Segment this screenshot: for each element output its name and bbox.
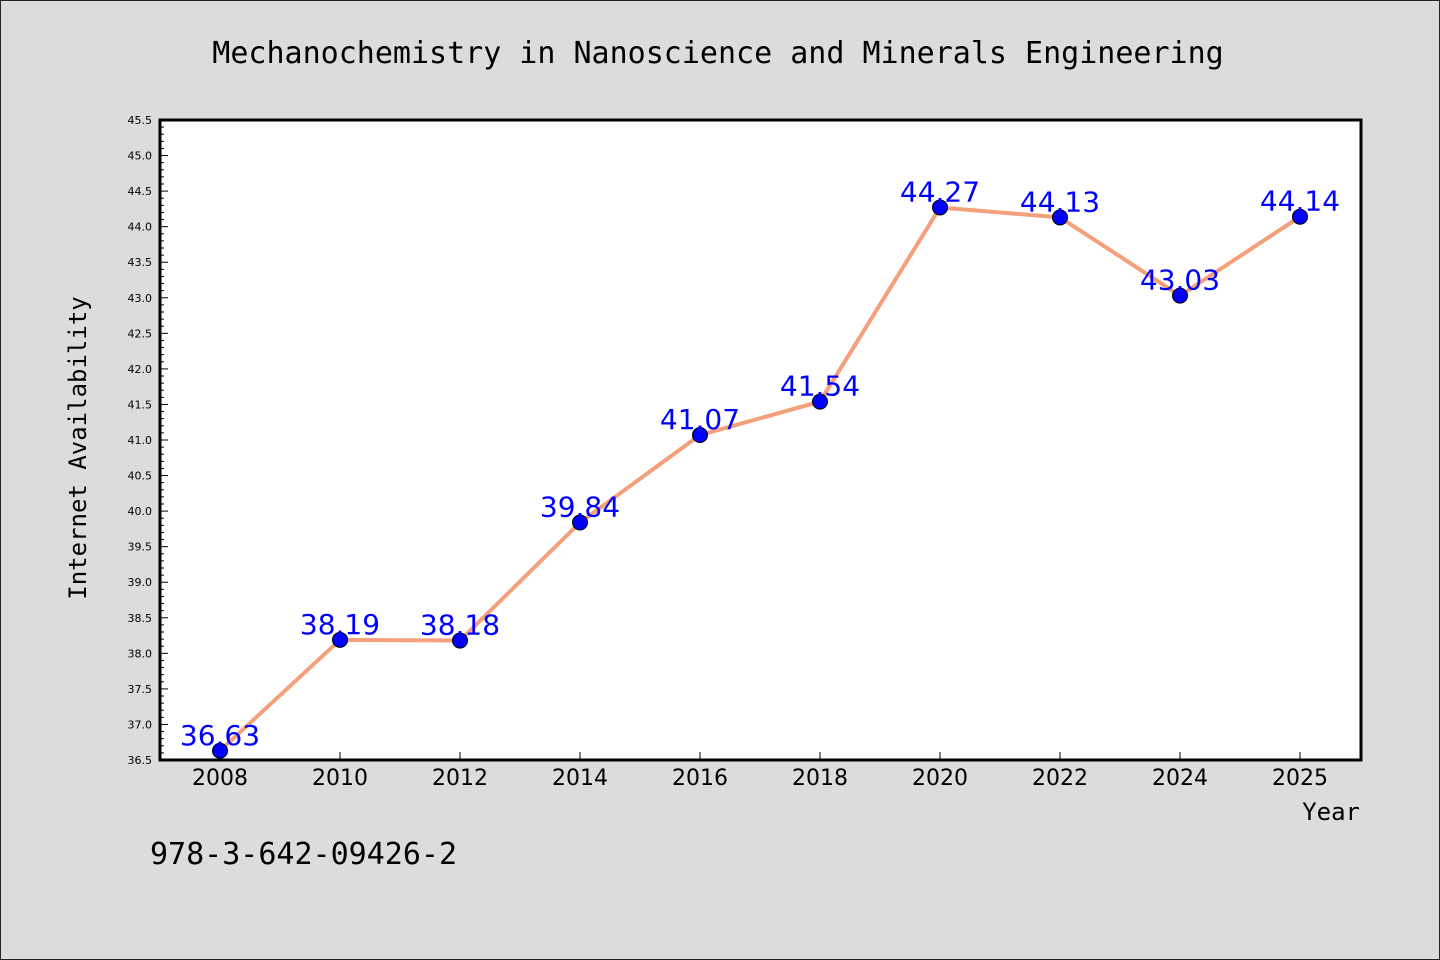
y-axis: 36.5 37.0 37.5 38.0 38.5 39.0 39.5 40.0 40.5 41.0… bbox=[128, 114, 168, 767]
series-polyline bbox=[218, 205, 1302, 753]
y-tick-label: 40.5 bbox=[128, 470, 153, 483]
y-tick-label: 42.5 bbox=[128, 327, 153, 340]
data-label: 43.03 bbox=[1140, 264, 1220, 297]
data-label: 38.18 bbox=[420, 609, 500, 642]
x-tick-label: 2008 bbox=[192, 766, 248, 791]
y-tick-label: 43.0 bbox=[128, 292, 153, 305]
data-label: 44.13 bbox=[1020, 185, 1100, 218]
x-tick-label: 2024 bbox=[1152, 766, 1208, 791]
y-tick-label: 38.0 bbox=[128, 647, 153, 660]
y-tick-label: 44.0 bbox=[128, 221, 153, 234]
data-label: 41.07 bbox=[660, 403, 740, 436]
data-label: 39.84 bbox=[540, 490, 620, 523]
plot-area bbox=[158, 118, 1363, 762]
x-tick-label: 2022 bbox=[1032, 766, 1088, 791]
y-tick-label: 39.5 bbox=[128, 541, 153, 554]
chart-title: Mechanochemistry in Nanoscience and Mine… bbox=[212, 36, 1223, 71]
y-axis-label: Internet Availability bbox=[64, 296, 92, 599]
y-tick-label: 37.0 bbox=[128, 718, 153, 731]
data-label: 44.27 bbox=[900, 175, 980, 208]
x-tick-label: 2018 bbox=[792, 766, 848, 791]
data-point bbox=[692, 427, 708, 444]
y-tick-label: 41.0 bbox=[128, 434, 153, 447]
y-tick-label: 36.5 bbox=[128, 754, 153, 767]
y-tick-label: 40.0 bbox=[128, 505, 153, 518]
data-point bbox=[1052, 209, 1068, 226]
y-tick-label: 39.0 bbox=[128, 576, 153, 589]
data-point bbox=[212, 742, 228, 759]
data-point bbox=[1172, 287, 1188, 304]
x-tick-label: 2020 bbox=[912, 766, 968, 791]
x-tick-label: 2014 bbox=[552, 766, 608, 791]
series-line bbox=[218, 205, 1302, 753]
x-axis: 2008 2010 2012 2014 2016 2018 2020 2022 2024 2025 bbox=[192, 752, 1328, 791]
data-label: 44.14 bbox=[1260, 185, 1340, 218]
data-label: 36.63 bbox=[180, 719, 260, 752]
y-tick-label: 45.5 bbox=[128, 114, 153, 127]
y-tick-label: 43.5 bbox=[128, 256, 153, 269]
x-axis-label: Year bbox=[1302, 798, 1360, 826]
x-tick-label: 2025 bbox=[1272, 766, 1328, 791]
data-point bbox=[932, 199, 948, 216]
data-point bbox=[1292, 208, 1308, 225]
y-tick-label: 38.5 bbox=[128, 612, 153, 625]
y-tick-label: 41.5 bbox=[128, 398, 153, 411]
y-tick-label: 42.0 bbox=[128, 363, 153, 376]
data-point bbox=[812, 393, 828, 410]
y-tick-label: 37.5 bbox=[128, 683, 153, 696]
x-tick-label: 2016 bbox=[672, 766, 728, 791]
data-point bbox=[452, 632, 468, 649]
series-markers bbox=[212, 199, 1308, 759]
data-label: 41.54 bbox=[780, 370, 860, 403]
y-tick-label: 45.0 bbox=[128, 150, 153, 163]
x-tick-label: 2010 bbox=[312, 766, 368, 791]
footer-isbn: 978-3-642-09426-2 bbox=[150, 837, 457, 872]
x-tick-label: 2012 bbox=[432, 766, 488, 791]
data-point bbox=[332, 631, 348, 648]
data-point bbox=[572, 514, 588, 531]
y-tick-label: 44.5 bbox=[128, 185, 153, 198]
data-label: 38.19 bbox=[300, 608, 380, 641]
data-labels: 36.63 38.19 38.18 39.84 41.07 41.54 44.27 44.13… bbox=[180, 175, 1340, 751]
